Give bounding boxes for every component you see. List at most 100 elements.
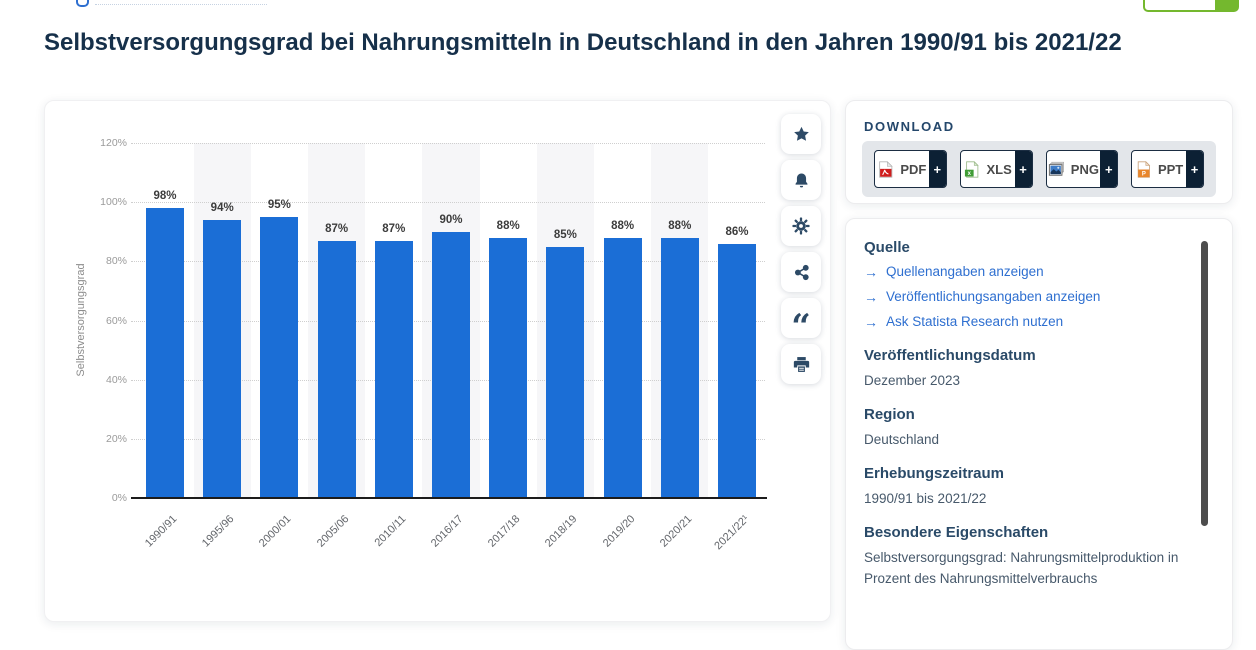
- toolbar-print-button[interactable]: [781, 344, 821, 384]
- download-plus-button[interactable]: +: [1186, 151, 1203, 187]
- detail-section-value: 1990/91 bis 2021/22: [864, 491, 987, 506]
- bar-value-label: 85%: [553, 228, 577, 241]
- download-button-label: PDF: [900, 161, 927, 177]
- source-heading: Quelle: [864, 239, 910, 256]
- details-card: Quelle → Quellenangaben anzeigen → Veröffen…: [845, 218, 1233, 650]
- truncated-breadcrumb-underline: [95, 4, 267, 5]
- download-plus-button[interactable]: +: [1014, 151, 1032, 187]
- download-heading: DOWNLOAD: [864, 119, 955, 134]
- download-button-label: PPT: [1157, 161, 1184, 177]
- download-button-body: PNG: [1047, 151, 1101, 187]
- detail-section-value: Dezember 2023: [864, 373, 961, 388]
- download-plus-button[interactable]: +: [928, 151, 946, 187]
- chart-card: 0% 20% 40% 60% 80% 100% 120% Selbstversorgungsg…: [44, 100, 831, 622]
- detail-section-value: Deutschland: [864, 432, 940, 447]
- chart-bar[interactable]: [260, 217, 299, 498]
- download-button-body: x XLS: [961, 151, 1015, 187]
- bar-value-label: 88%: [668, 219, 692, 232]
- download-plus-button[interactable]: +: [1100, 151, 1118, 187]
- y-axis-title: Selbstversorgungsgrad: [75, 263, 87, 377]
- chart-bar[interactable]: [546, 246, 585, 498]
- bar-value-label: 95%: [267, 199, 291, 211]
- chart-bar[interactable]: [317, 240, 356, 498]
- chart-bar[interactable]: [146, 208, 184, 498]
- x-tick-label: 1990/91: [142, 513, 180, 550]
- bar-value-label: 87%: [382, 222, 406, 235]
- arrow-right-icon: →: [864, 289, 878, 305]
- toolbar-settings-button[interactable]: [781, 206, 821, 246]
- x-tick-label: 1995/96: [200, 513, 237, 550]
- source-link-label: Ask Statista Research nutzen: [886, 314, 1064, 329]
- x-tick-label: 2016/17: [428, 513, 466, 550]
- scrollbar-thumb[interactable]: [1201, 241, 1208, 526]
- toolbar-share-button[interactable]: [781, 252, 821, 292]
- y-tick-label: 60%: [105, 314, 127, 327]
- chart-bar[interactable]: [374, 240, 413, 498]
- svg-text:P: P: [1142, 171, 1146, 177]
- bar-value-label: 90%: [439, 213, 463, 226]
- detail-section-heading: Region: [864, 406, 915, 423]
- y-tick-label: 40%: [105, 373, 127, 386]
- x-tick-label: 2021/22¹: [712, 513, 752, 553]
- x-axis-line: [131, 497, 767, 499]
- arrow-right-icon: →: [864, 264, 878, 280]
- toolbar-favorite-button[interactable]: [781, 114, 821, 154]
- download-xls-button[interactable]: x XLS +: [959, 150, 1033, 188]
- source-link-2[interactable]: → Veröffentlichungsangaben anzeigen: [864, 287, 1192, 307]
- x-tick-label: 2018/19: [543, 513, 580, 550]
- source-link-1[interactable]: → Quellenangaben anzeigen: [864, 262, 1192, 282]
- xls-file-icon: x: [963, 160, 980, 178]
- bar-value-label: 98%: [153, 190, 177, 203]
- chart-bar[interactable]: [432, 231, 470, 499]
- download-pdf-button[interactable]: PDF +: [874, 150, 947, 188]
- chart-bar[interactable]: [489, 237, 528, 498]
- bar-value-label: 94%: [210, 201, 234, 214]
- truncated-green-button[interactable]: [1143, 0, 1239, 12]
- chart-bar[interactable]: [718, 243, 756, 498]
- y-tick-label: 0%: [111, 492, 127, 504]
- bar-value-label: 88%: [611, 219, 635, 232]
- x-tick-label: 2017/18: [486, 513, 523, 550]
- download-button-label: XLS: [986, 161, 1012, 177]
- bar-value-label: 86%: [725, 225, 749, 238]
- x-tick-label: 2005/06: [314, 513, 352, 550]
- y-tick-label: 20%: [105, 432, 127, 445]
- source-link-label: Quellenangaben anzeigen: [886, 264, 1044, 279]
- bar-value-label: 87%: [325, 222, 349, 235]
- detail-section-heading: Veröffentlichungsdatum: [864, 347, 1036, 364]
- y-tick-label: 100%: [100, 196, 127, 209]
- detail-section-heading: Besondere Eigenschaften: [864, 524, 1049, 541]
- toolbar-cite-button[interactable]: “: [781, 298, 821, 347]
- truncated-link-icon[interactable]: [76, 0, 89, 7]
- x-tick-label: 2010/11: [372, 513, 409, 550]
- share-icon: [793, 264, 810, 281]
- source-link-3[interactable]: → Ask Statista Research nutzen: [864, 312, 1192, 332]
- detail-section-value: Selbstversorgungsgrad: Nahrungsmittelpro…: [864, 550, 1179, 586]
- download-png-button[interactable]: PNG +: [1045, 150, 1119, 188]
- toolbar-alert-button[interactable]: [781, 160, 821, 200]
- download-card: DOWNLOAD PDF + x XLS + PNG + P PPT +: [845, 100, 1233, 204]
- png-file-icon: [1048, 161, 1065, 178]
- detail-section-heading: Erhebungszeitraum: [864, 465, 1005, 482]
- green-button-flag: [1215, 0, 1237, 10]
- printer-icon: [793, 356, 810, 373]
- page-title: Selbstversorgungsgrad bei Nahrungsmittel…: [44, 29, 1122, 57]
- arrow-right-icon: →: [864, 314, 878, 330]
- pdf-file-icon: [877, 160, 894, 178]
- x-tick-label: 2000/01: [257, 513, 294, 550]
- chart-bar[interactable]: [660, 237, 699, 498]
- quote-icon: “: [791, 307, 811, 347]
- download-ppt-button[interactable]: P PPT +: [1131, 150, 1204, 188]
- gear-icon: [792, 217, 810, 235]
- chart-bar[interactable]: [203, 219, 242, 498]
- svg-text:x: x: [968, 171, 972, 177]
- y-tick-label: 80%: [105, 255, 127, 268]
- bar-value-label: 88%: [496, 219, 520, 232]
- y-gridline: [131, 202, 765, 204]
- chart-bar[interactable]: [603, 237, 642, 498]
- ppt-file-icon: P: [1135, 160, 1152, 178]
- star-icon: [793, 126, 810, 143]
- download-button-tray: PDF + x XLS + PNG + P PPT +: [862, 141, 1216, 197]
- download-button-body: P PPT: [1132, 151, 1186, 187]
- x-tick-label: 2019/20: [600, 513, 638, 550]
